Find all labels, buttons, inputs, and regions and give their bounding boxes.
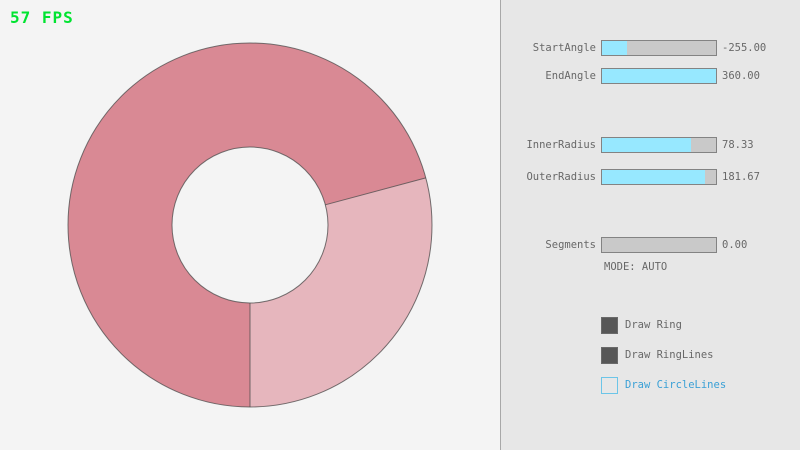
slider-row-start-angle: StartAngle -255.00 [501, 40, 800, 56]
slider-fill [602, 69, 716, 83]
segments-slider[interactable] [601, 237, 717, 253]
checkbox-label: Draw RingLines [625, 349, 714, 361]
draw-ringlines-checkbox[interactable] [601, 347, 618, 364]
slider-value: 181.67 [722, 171, 760, 183]
draw-ringlines-checkbox-row: Draw RingLines [501, 347, 800, 364]
slider-fill [602, 138, 691, 152]
draw-circlelines-checkbox[interactable] [601, 377, 618, 394]
slider-row-outer-radius: OuterRadius 181.67 [501, 169, 800, 185]
drawing-canvas: 57 FPS [10, 8, 433, 408]
slider-row-segments: Segments 0.00 [501, 237, 800, 253]
mode-label: MODE: AUTO [604, 261, 668, 273]
draw-circlelines-checkbox-row: Draw CircleLines [501, 377, 800, 394]
ring-segment-light [250, 177, 433, 407]
draw-ring-checkbox[interactable] [601, 317, 618, 334]
ring-lines [67, 42, 433, 408]
slider-value: 0.00 [722, 239, 748, 251]
slider-label: StartAngle [532, 42, 596, 54]
start-angle-slider[interactable] [601, 40, 717, 56]
slider-label: Segments [545, 239, 596, 251]
slider-value: 360.00 [722, 70, 760, 82]
slider-fill [602, 41, 628, 55]
draw-ring-checkbox-row: Draw Ring [501, 317, 800, 334]
fps-counter: 57 FPS [10, 8, 74, 27]
slider-value: -255.00 [722, 42, 767, 54]
checkbox-label: Draw Ring [625, 319, 682, 331]
slider-label: InnerRadius [526, 139, 596, 151]
control-panel: StartAngle -255.00 EndAngle 360.00 Inner… [500, 0, 800, 450]
outer-radius-slider[interactable] [601, 169, 717, 185]
slider-value: 78.33 [722, 139, 754, 151]
slider-label: OuterRadius [526, 171, 596, 183]
slider-label: EndAngle [545, 70, 596, 82]
slider-row-end-angle: EndAngle 360.00 [501, 68, 800, 84]
checkbox-label: Draw CircleLines [625, 379, 727, 391]
slider-fill [602, 170, 705, 184]
slider-row-inner-radius: InnerRadius 78.33 [501, 137, 800, 153]
ring-shape [67, 42, 433, 408]
end-angle-slider[interactable] [601, 68, 717, 84]
inner-radius-slider[interactable] [601, 137, 717, 153]
